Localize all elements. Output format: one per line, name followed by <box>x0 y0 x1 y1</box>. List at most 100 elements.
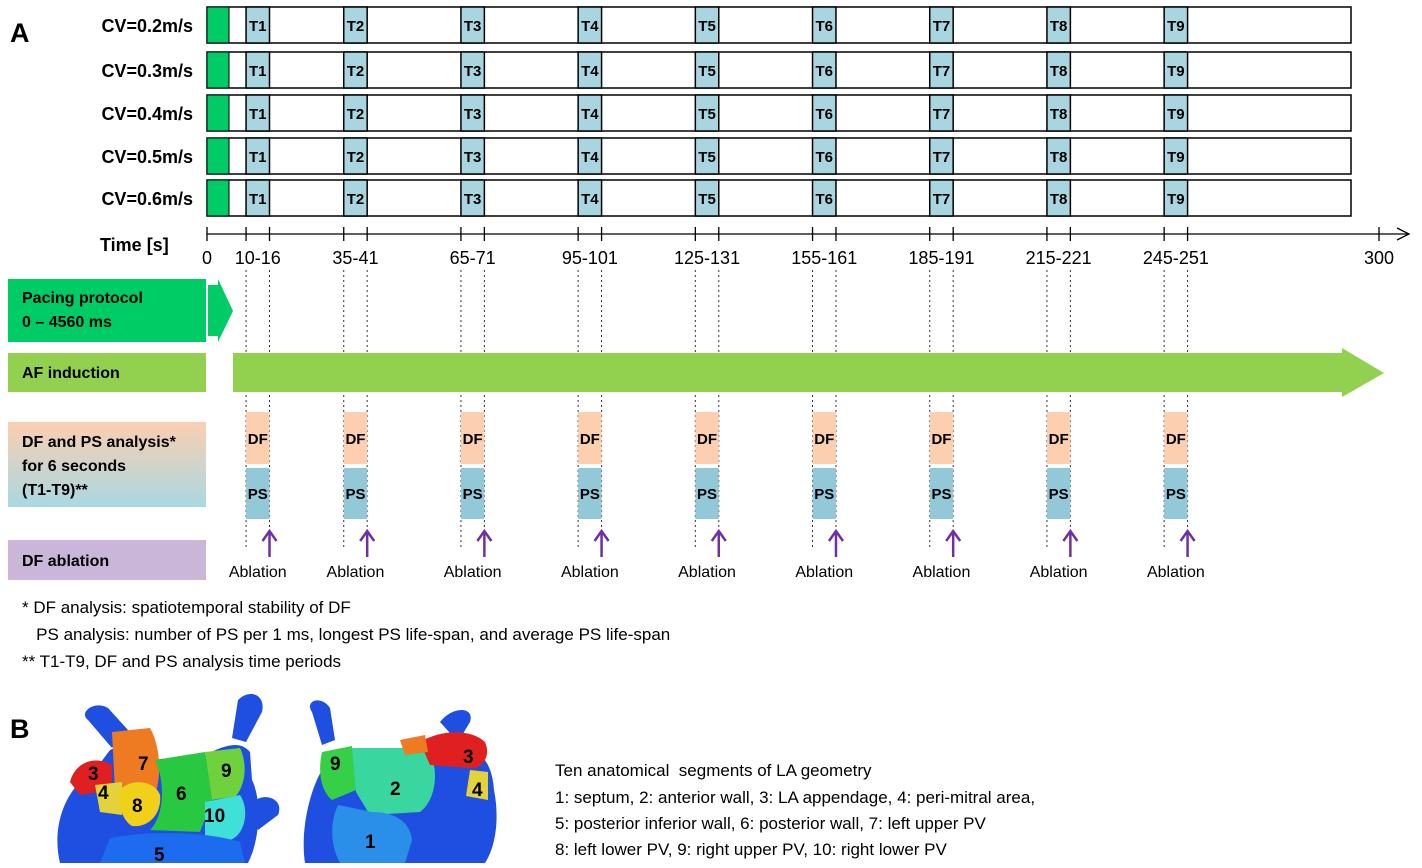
axis-start-label: 0 <box>202 248 212 268</box>
pv-trunk-right-1 <box>309 700 335 745</box>
window-label: T9 <box>1167 106 1185 123</box>
ablation-arrowhead <box>359 528 376 542</box>
window-label: T7 <box>933 63 951 80</box>
analysis-line3: (T1-T9)** <box>22 482 89 499</box>
window-label: T7 <box>933 191 951 208</box>
ps-label: PS <box>814 486 834 503</box>
window-t4 <box>577 51 603 89</box>
cv-row-label: CV=0.3m/s <box>101 61 193 81</box>
ablation-label: Ablation <box>561 564 619 581</box>
analysis-window: DF PS Ablation <box>795 412 853 581</box>
df-box <box>812 412 836 464</box>
window-label: T1 <box>249 191 267 208</box>
ps-box <box>1046 468 1071 519</box>
window-label: T4 <box>581 191 599 208</box>
window-t6 <box>811 94 837 132</box>
segment-legend-title: Ten anatomical segments of LA geometry <box>555 761 872 780</box>
ablation-label: Ablation <box>1147 564 1205 581</box>
ps-label: PS <box>248 486 268 503</box>
ablation-label: Ablation <box>678 564 736 581</box>
pv-trunk-right-2 <box>440 710 471 742</box>
analysis-window: DF PS Ablation <box>1030 412 1088 581</box>
window-t1 <box>245 6 271 44</box>
label-6-left: 6 <box>176 784 187 805</box>
window-t3 <box>460 137 486 175</box>
axis-range-label: 125-131 <box>674 248 740 268</box>
ablation-arrowhead <box>261 528 278 542</box>
window-label: T8 <box>1050 18 1068 35</box>
ps-label: PS <box>1049 486 1069 503</box>
footnote-2: PS analysis: number of PS per 1 ms, long… <box>22 625 670 644</box>
window-label: T2 <box>347 149 365 166</box>
window-t2 <box>342 179 368 217</box>
window-label: T9 <box>1167 63 1185 80</box>
window-t8 <box>1046 137 1072 175</box>
label-8-left: 8 <box>132 796 143 817</box>
label-9-left: 9 <box>221 761 232 782</box>
window-label: T1 <box>249 63 267 80</box>
window-t5 <box>694 179 720 217</box>
window-t3 <box>460 51 486 89</box>
cv-row-track <box>206 94 1352 132</box>
pacing-segment <box>206 94 230 132</box>
ps-label: PS <box>580 486 600 503</box>
axis-range-label: 155-161 <box>791 248 857 268</box>
pacing-arrow <box>208 279 233 342</box>
cv-row: CV=0.5m/s T1 T2 T3 T4 T5 T6 T7 T8 T9 <box>101 137 1352 175</box>
df-label: DF <box>580 431 600 448</box>
window-label: T5 <box>698 149 716 166</box>
window-label: T4 <box>581 18 599 35</box>
window-t4 <box>577 137 603 175</box>
window-t5 <box>694 94 720 132</box>
axis-range-label: 65-71 <box>450 248 496 268</box>
window-label: T4 <box>581 63 599 80</box>
ps-label: PS <box>463 486 483 503</box>
cv-row-label: CV=0.6m/s <box>101 189 193 209</box>
af-induction-label: AF induction <box>22 365 120 382</box>
axis-range-label: 185-191 <box>908 248 974 268</box>
analysis-line2: for 6 seconds <box>22 458 126 475</box>
axis-range-label: 35-41 <box>332 248 378 268</box>
axis-end-label: 300 <box>1364 248 1394 268</box>
window-label: T6 <box>815 149 833 166</box>
label-1-right: 1 <box>365 832 376 853</box>
ablation-label: Ablation <box>444 564 502 581</box>
window-t7 <box>928 94 954 132</box>
segment-legend-line-1: 1: septum, 2: anterior wall, 3: LA appen… <box>555 788 1035 807</box>
window-label: T5 <box>698 18 716 35</box>
df-box <box>460 412 485 464</box>
window-t9 <box>1163 137 1189 175</box>
analysis-window: DF PS Ablation <box>327 412 384 581</box>
ablation-arrowhead <box>945 528 962 542</box>
window-label: T3 <box>464 191 482 208</box>
label-10-left: 10 <box>204 806 225 827</box>
pacing-protocol-line2: 0 – 4560 ms <box>22 314 112 331</box>
window-t2 <box>342 137 368 175</box>
window-label: T7 <box>933 149 951 166</box>
label-3-right: 3 <box>463 747 474 768</box>
df-ablation-label: DF ablation <box>22 553 109 570</box>
analysis-window: DF PS Ablation <box>561 412 619 581</box>
window-label: T3 <box>464 18 482 35</box>
df-label: DF <box>931 431 951 448</box>
right-lower-pv-trunk <box>250 797 280 830</box>
analysis-window: DF PS Ablation <box>678 412 736 581</box>
window-t2 <box>342 6 368 44</box>
cv-row-track <box>206 137 1352 175</box>
label-2-right: 2 <box>390 779 401 800</box>
df-label: DF <box>697 431 717 448</box>
ps-box <box>812 468 836 519</box>
pacing-segment <box>206 179 230 217</box>
ablation-arrowhead <box>476 528 493 542</box>
analysis-box <box>8 422 206 507</box>
ps-box <box>578 468 602 519</box>
analysis-windows: DF PS Ablation DF PS Ablation DF PS Ablation DF PS… <box>229 412 1205 581</box>
cv-row: CV=0.3m/s T1 T2 T3 T4 T5 T6 T7 T8 T9 <box>101 51 1352 89</box>
df-box <box>343 412 368 464</box>
label-4-right: 4 <box>472 780 483 801</box>
window-t2 <box>342 51 368 89</box>
ps-box <box>695 468 719 519</box>
ablation-arrowhead <box>710 528 727 542</box>
